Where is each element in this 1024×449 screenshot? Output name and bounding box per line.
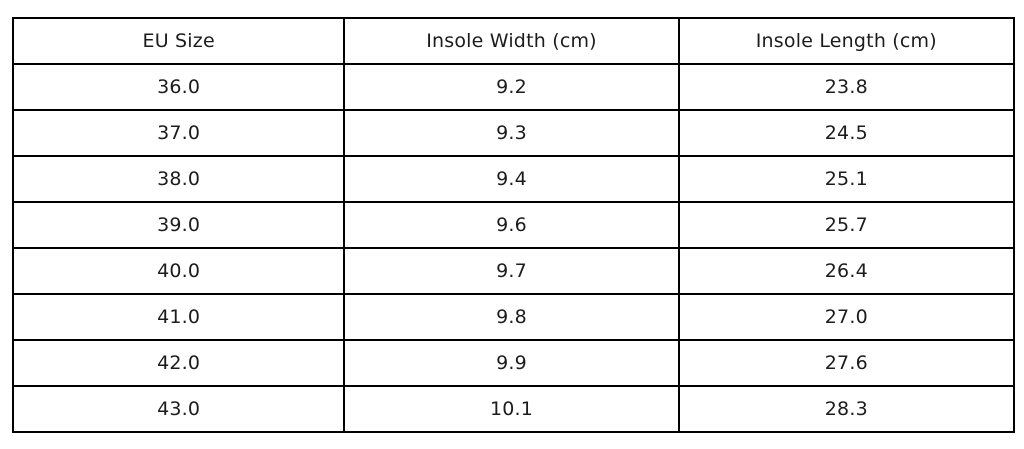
column-header-insole-width: Insole Width (cm) <box>343 17 680 65</box>
table-cell-insole-length: 25.1 <box>677 155 1016 203</box>
table-cell-eu-size: 40.0 <box>11 247 346 295</box>
shoe-size-table: EU Size Insole Width (cm) Insole Length … <box>11 17 1016 433</box>
table-cell-insole-length: 26.4 <box>677 247 1016 295</box>
table-cell-insole-length: 27.0 <box>677 293 1016 341</box>
table-header-row: EU Size Insole Width (cm) Insole Length … <box>11 17 1016 65</box>
table-cell-insole-length: 23.8 <box>677 63 1016 111</box>
column-header-eu-size: EU Size <box>11 17 346 65</box>
table-cell-insole-width: 9.7 <box>343 247 680 295</box>
table-cell-eu-size: 41.0 <box>11 293 346 341</box>
table-cell-eu-size: 38.0 <box>11 155 346 203</box>
table-cell-eu-size: 37.0 <box>11 109 346 157</box>
table-row: 41.0 9.8 27.0 <box>11 293 1016 341</box>
table-cell-eu-size: 36.0 <box>11 63 346 111</box>
table-cell-insole-width: 9.9 <box>343 339 680 387</box>
table-cell-insole-width: 9.2 <box>343 63 680 111</box>
table-cell-insole-width: 9.6 <box>343 201 680 249</box>
table-row: 38.0 9.4 25.1 <box>11 155 1016 203</box>
table-cell-eu-size: 42.0 <box>11 339 346 387</box>
table-cell-insole-width: 10.1 <box>343 385 680 433</box>
table-row: 42.0 9.9 27.6 <box>11 339 1016 387</box>
table-row: 39.0 9.6 25.7 <box>11 201 1016 249</box>
table-cell-insole-length: 24.5 <box>677 109 1016 157</box>
table-cell-eu-size: 39.0 <box>11 201 346 249</box>
table-row: 37.0 9.3 24.5 <box>11 109 1016 157</box>
column-header-insole-length: Insole Length (cm) <box>677 17 1016 65</box>
table-cell-insole-width: 9.3 <box>343 109 680 157</box>
table-row: 36.0 9.2 23.8 <box>11 63 1016 111</box>
table-cell-eu-size: 43.0 <box>11 385 346 433</box>
table-cell-insole-length: 28.3 <box>677 385 1016 433</box>
table-row: 43.0 10.1 28.3 <box>11 385 1016 433</box>
table-cell-insole-length: 27.6 <box>677 339 1016 387</box>
table-cell-insole-length: 25.7 <box>677 201 1016 249</box>
table-cell-insole-width: 9.4 <box>343 155 680 203</box>
table-row: 40.0 9.7 26.4 <box>11 247 1016 295</box>
table-cell-insole-width: 9.8 <box>343 293 680 341</box>
